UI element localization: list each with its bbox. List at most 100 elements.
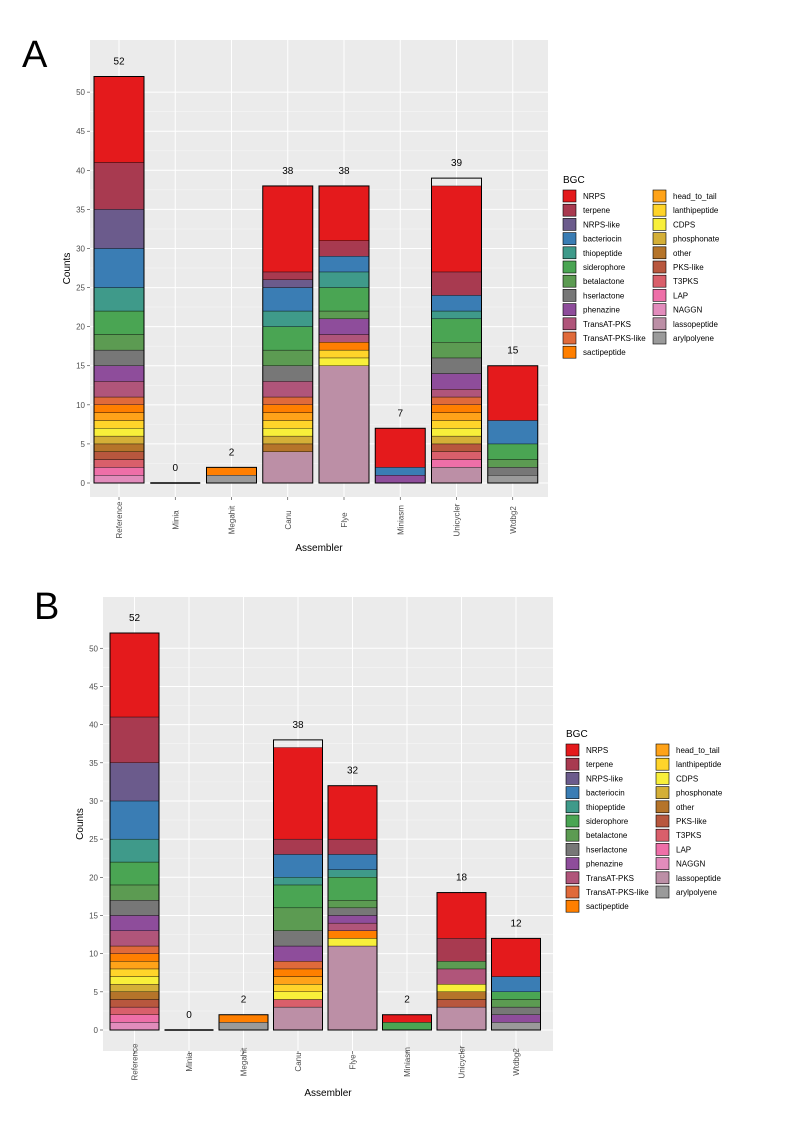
- chart-a-bar-total-label: 2: [229, 447, 235, 458]
- chart-b-legend-label: other: [676, 803, 695, 812]
- chart-a-bar-segment-t3pks: [93, 459, 145, 468]
- chart-a-bar-segment-siderophore: [318, 287, 370, 312]
- chart-b-legend-swatch-nrps-like: [565, 772, 580, 785]
- chart-a-legend-swatch-lanthipeptide: [652, 203, 667, 217]
- chart-a-bar-total-label: 7: [397, 408, 403, 419]
- chart-a-x-tick-label: Unicycler: [453, 503, 462, 536]
- chart-b-y-tick-label: 10: [89, 950, 98, 959]
- chart-a-bar-total-label: 38: [338, 166, 350, 177]
- chart-b-bar-segment-cdps: [109, 976, 160, 985]
- chart-b-bar-segment-lassopeptide: [327, 945, 378, 1031]
- chart-a-x-tick-label: Wtdbg2: [509, 506, 518, 534]
- chart-b-y-tick-label: 40: [89, 721, 98, 730]
- chart-b-bar-segment-bacteriocin: [327, 854, 378, 870]
- chart-a-x-tick-label: Flye: [340, 512, 349, 528]
- chart-b-legend-label: LAP: [676, 845, 691, 854]
- chart-b-y-tick-label: 0: [94, 1026, 99, 1035]
- chart-b-bar-segment-head-to-tail: [109, 961, 160, 970]
- chart-a-bar-segment-hserlactone: [487, 467, 538, 476]
- chart-a-bar-segment-betalactone: [93, 334, 145, 351]
- chart-b-bar-segment-hserlactone: [109, 900, 160, 916]
- chart-a-bar-total-label: 39: [451, 158, 463, 169]
- chart-b-bar-segment-nrps-like: [109, 762, 160, 802]
- chart-b-legend-swatch-thiopeptide: [565, 800, 580, 814]
- chart-b-x-tick-label: Canu: [294, 1052, 303, 1071]
- chart-b-legend-label: lanthipeptide: [676, 760, 722, 769]
- chart-b-bar-segment-pks-like: [109, 999, 160, 1008]
- chart-b-bar-segment-terpene: [109, 716, 160, 763]
- chart-a-legend-label: siderophore: [583, 263, 626, 272]
- chart-a-bar-segment-bacteriocin: [93, 248, 145, 288]
- chart-a-bar-segment-other: [93, 443, 145, 452]
- chart-b-x-tick-label: Megahit: [240, 1047, 249, 1076]
- chart-b-legend-label: siderophore: [586, 817, 629, 826]
- chart-a-bar-segment-pks-like: [431, 443, 482, 452]
- chart-b-bar-segment-naggn: [109, 1022, 160, 1031]
- chart-a-legend-label: CDPS: [673, 220, 695, 229]
- chart-a-y-tick-label: 5: [81, 440, 86, 449]
- chart-b-bar-total-label: 52: [129, 613, 141, 624]
- chart-b-bar-segment-sactipeptide: [273, 968, 323, 977]
- chart-a-bar-segment-bacteriocin: [262, 287, 313, 312]
- chart-a-bar-segment-nrps-like: [93, 209, 145, 249]
- chart-a-bar-segment-phenazine: [318, 318, 370, 335]
- chart-a-bar-segment-transat-pks: [431, 389, 482, 398]
- chart-a-bar-segment-arylpolyene: [487, 475, 538, 484]
- chart-a-legend-label: betalactone: [583, 277, 625, 286]
- chart-b-bar-segment-nrps: [491, 938, 541, 977]
- chart-a-bar-segment-lassopeptide: [262, 451, 313, 484]
- chart-b-bar-segment-bacteriocin: [109, 800, 160, 840]
- chart-b-bar-segment-lanthipeptide: [109, 968, 160, 977]
- chart-b-legend-swatch-lap: [655, 843, 670, 856]
- chart-a-bar-segment-nrps: [431, 185, 482, 273]
- chart-b-x-tick-label: Miniasm: [403, 1047, 412, 1077]
- chart-b-bar-segment-sactipeptide: [218, 1014, 269, 1023]
- chart-a-bar-segment-phenazine: [431, 373, 482, 390]
- chart-a-legend-label: NRPS-like: [583, 220, 620, 229]
- chart-b-legend-swatch-siderophore: [565, 814, 580, 828]
- chart-b-bar-segment-thiopeptide: [273, 877, 323, 886]
- chart-a-legend-label: other: [673, 249, 692, 258]
- chart-a-bar-segment-phosphonate: [431, 435, 482, 445]
- chart-a-legend-label: LAP: [673, 291, 688, 300]
- chart-a-y-tick-label: 10: [76, 401, 85, 410]
- chart-a-bar-segment-sactipeptide: [93, 404, 145, 413]
- chart-a-bar-segment-nrps: [487, 365, 538, 421]
- chart-a-bar-segment-sactipeptide: [431, 404, 482, 413]
- chart-a-bar-segment-hserlactone: [262, 365, 313, 382]
- chart-b-y-tick-label: 45: [89, 682, 98, 691]
- chart-a-bar-segment-bacteriocin: [318, 256, 370, 273]
- chart-a-legend-swatch-pks-like: [652, 260, 667, 274]
- chart-b-legend-label: betalactone: [586, 831, 628, 840]
- chart-a-bar-outline: [487, 365, 539, 484]
- chart-a-bar-total-label: 0: [172, 463, 178, 474]
- chart-a-x-tick-label: Miniasm: [396, 505, 405, 535]
- chart-b-bar-total-label: 38: [292, 720, 304, 731]
- chart-a-bar-segment-lanthipeptide: [318, 349, 370, 359]
- chart-b-bar-segment-bacteriocin: [273, 854, 323, 878]
- chart-b-bar-segment-cdps: [327, 938, 378, 947]
- chart-b-bar-segment-cdps: [436, 984, 487, 993]
- chart-a-legend-swatch-betalactone: [562, 274, 577, 288]
- chart-b-x-tick-label: Wtdbg2: [512, 1048, 521, 1076]
- chart-b-bar-segment-betalactone: [491, 999, 541, 1008]
- chart-a-bar-segment-siderophore: [487, 443, 538, 460]
- chart-a-legend-label: PKS-like: [673, 263, 704, 272]
- chart-a-bar-segment-terpene: [318, 240, 370, 257]
- chart-a-y-tick-label: 15: [76, 362, 85, 371]
- chart-a-bar-segment-nrps: [375, 428, 426, 468]
- chart-a-bar-segment-betalactone: [487, 459, 538, 468]
- chart-b-bar-segment-nrps: [327, 785, 378, 840]
- chart-a-bar-segment-lanthipeptide: [431, 420, 482, 429]
- chart-a-x-tick-label: Megahit: [228, 505, 237, 534]
- chart-a-legend-swatch-siderophore: [562, 260, 577, 274]
- chart-b-bar-segment-nrps: [382, 1014, 432, 1023]
- chart-a-legend-label: bacteriocin: [583, 235, 622, 244]
- chart-b-bar-total-label: 32: [347, 766, 359, 777]
- chart-a-bar-segment-nrps: [318, 185, 370, 241]
- chart-a-bar-segment-betalactone: [318, 310, 370, 320]
- chart-b-legend-label: NRPS: [586, 746, 608, 755]
- chart-b-bar-segment-phenazine: [273, 945, 323, 962]
- chart-a-bar-segment-lap: [93, 467, 145, 476]
